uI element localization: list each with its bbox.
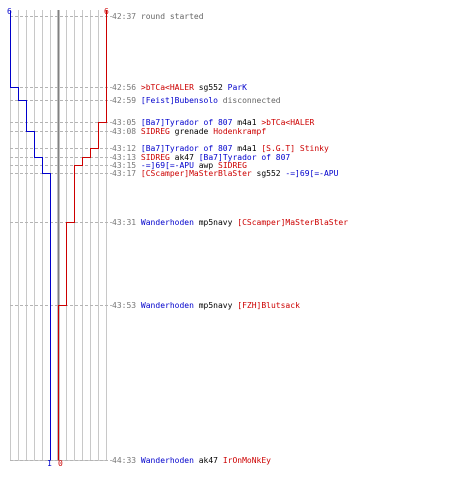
red-team-end-count: 0 <box>58 459 63 468</box>
event-text-part: mp5navy <box>193 218 238 227</box>
event-text-part: [S.G.T] Stinky <box>261 144 329 153</box>
event-time: 43:53 <box>112 301 137 310</box>
event-time: 44:33 <box>112 456 137 465</box>
event-tick-lines <box>10 16 112 461</box>
event-text-part: m4a1 <box>232 118 262 127</box>
event-text-part: ak47 <box>193 456 223 465</box>
event-row: 43:15 -=]69[=-APU awp SIDREG <box>112 161 247 170</box>
event-row: 44:33 Wanderhoden ak47 IrOnMoNkEy <box>112 456 271 465</box>
event-text-part: ak47 <box>169 153 199 162</box>
event-text-part: [CScamper]MaSterBlaSter <box>237 218 349 227</box>
event-time: 42:56 <box>112 83 137 92</box>
event-row: 43:12 [Ba7]Tyrador of 807 m4a1 [S.G.T] S… <box>112 144 329 153</box>
blue-team-end-count: 1 <box>47 459 52 468</box>
event-text-part: SIDREG <box>140 127 170 136</box>
event-text-part: sg552 <box>251 169 286 178</box>
red-team-alive-line <box>58 10 107 461</box>
event-time: 43:08 <box>112 127 137 136</box>
event-time: 43:31 <box>112 218 137 227</box>
event-time: 42:59 <box>112 96 137 105</box>
blue-team-start-count: 6 <box>7 7 12 16</box>
event-text-part: [Feist]Bubensolo <box>140 96 218 105</box>
event-row: 43:53 Wanderhoden mp5navy [FZH]Blutsack <box>112 301 300 310</box>
event-time: 43:12 <box>112 144 137 153</box>
event-row: 42:56 >bTCa<HALER sg552 ParK <box>112 83 247 92</box>
event-time: 43:17 <box>112 169 137 178</box>
event-text-part: SIDREG <box>218 161 247 170</box>
event-row: 42:37 round started <box>112 12 204 21</box>
event-row: 43:31 Wanderhoden mp5navy [CScamper]MaSt… <box>112 218 348 227</box>
event-text-part: ParK <box>227 83 247 92</box>
event-text-part: >bTCa<HALER <box>140 83 194 92</box>
event-row: 43:08 SIDREG grenade Hodenkrampf <box>112 127 266 136</box>
event-text-part: m4a1 <box>232 144 262 153</box>
event-row: 43:17 [CScamper]MaSterBlaSter sg552 -=]6… <box>112 169 338 178</box>
event-row: 43:13 SIDREG ak47 [Ba7]Tyrador of 807 <box>112 153 290 162</box>
event-text-part: -=]69[=-APU <box>140 161 194 170</box>
event-time: 43:05 <box>112 118 137 127</box>
event-text-part: [Ba7]Tyrador of 807 <box>198 153 291 162</box>
event-text-part: >bTCa<HALER <box>261 118 315 127</box>
event-text-part: Wanderhoden <box>140 301 194 310</box>
event-row: 42:59 [Feist]Bubensolo disconnected <box>112 96 281 105</box>
event-text-part: Wanderhoden <box>140 456 194 465</box>
event-text-part: sg552 <box>193 83 228 92</box>
red-team-start-count: 6 <box>104 7 109 16</box>
event-text-part: IrOnMoNkEy <box>222 456 271 465</box>
event-text-part: awp <box>193 161 218 170</box>
event-text-part: [FZH]Blutsack <box>237 301 300 310</box>
blue-team-alive-line <box>10 10 51 461</box>
event-row: 43:05 [Ba7]Tyrador of 807 m4a1 >bTCa<HAL… <box>112 118 314 127</box>
event-text-part: [CScamper]MaSterBlaSter <box>140 169 252 178</box>
event-text-part: grenade <box>169 127 214 136</box>
event-text-part: [Ba7]Tyrador of 807 <box>140 118 233 127</box>
event-text-part: SIDREG <box>140 153 170 162</box>
event-text-part: -=]69[=-APU <box>285 169 339 178</box>
event-time: 43:15 <box>112 161 137 170</box>
event-text-part: [Ba7]Tyrador of 807 <box>140 144 233 153</box>
event-text-part: Wanderhoden <box>140 218 194 227</box>
event-text-part: Hodenkrampf <box>213 127 267 136</box>
event-text-part: round started <box>140 12 204 21</box>
event-text-part: disconnected <box>217 96 281 105</box>
event-time: 43:13 <box>112 153 137 162</box>
event-time: 42:37 <box>112 12 137 21</box>
event-text-part: mp5navy <box>193 301 238 310</box>
